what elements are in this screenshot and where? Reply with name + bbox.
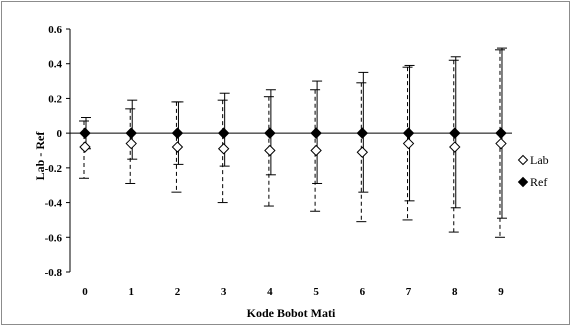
y-tick-label: 0.6 bbox=[48, 24, 62, 36]
point-ref bbox=[79, 127, 91, 139]
point-lab bbox=[310, 144, 322, 157]
markers-layer bbox=[79, 127, 507, 158]
point-ref bbox=[125, 127, 137, 139]
legend-label-ref: Ref bbox=[530, 175, 547, 189]
point-ref bbox=[356, 127, 369, 139]
x-tick-label: 7 bbox=[406, 286, 412, 298]
point-ref bbox=[449, 127, 461, 139]
x-tick-label: 5 bbox=[313, 286, 319, 298]
point-ref bbox=[264, 127, 276, 139]
x-ticks: 0 1 2 3 4 5 6 7 8 9 bbox=[82, 286, 504, 298]
point-lab bbox=[171, 141, 184, 153]
y-tick-label: -0.8 bbox=[45, 267, 63, 279]
x-tick-label: 3 bbox=[221, 286, 227, 298]
x-tick-label: 1 bbox=[128, 286, 134, 298]
y-tick-label: 0.2 bbox=[48, 93, 62, 105]
y-tick-label: -0.4 bbox=[45, 198, 63, 210]
point-ref bbox=[402, 127, 415, 139]
legend: Lab Ref bbox=[517, 153, 549, 189]
point-lab bbox=[449, 141, 461, 153]
y-tick-label: -0.6 bbox=[45, 232, 63, 244]
x-tick-label: 6 bbox=[360, 286, 366, 298]
point-lab bbox=[264, 144, 276, 157]
axes-layer bbox=[69, 29, 512, 272]
point-lab bbox=[495, 137, 507, 150]
x-axis-title: Kode Bobot Mati bbox=[247, 306, 336, 320]
y-axis-title: Lab - Ref bbox=[33, 131, 47, 181]
point-ref bbox=[217, 127, 230, 139]
point-ref bbox=[310, 127, 322, 139]
y-tick-label: 0 bbox=[57, 128, 63, 140]
x-tick-label: 0 bbox=[82, 286, 88, 298]
y-tick-label: -0.2 bbox=[45, 163, 63, 175]
error-bars-layer bbox=[79, 47, 507, 238]
y-tick-label: 0.4 bbox=[48, 59, 62, 71]
point-ref bbox=[171, 127, 184, 139]
legend-label-lab: Lab bbox=[530, 153, 549, 167]
point-lab bbox=[125, 137, 137, 150]
x-tick-label: 4 bbox=[267, 286, 273, 298]
point-lab bbox=[402, 137, 415, 150]
point-ref bbox=[495, 127, 507, 139]
x-tick-label: 8 bbox=[452, 286, 458, 298]
y-ticks: 0.6 0.4 0.2 0 -0.2 -0.4 -0.6 -0.8 bbox=[45, 24, 70, 279]
point-lab bbox=[217, 143, 230, 155]
legend-marker-ref bbox=[517, 176, 529, 188]
point-lab bbox=[79, 141, 91, 153]
x-tick-label: 2 bbox=[175, 286, 181, 298]
x-tick-label: 9 bbox=[498, 286, 504, 298]
legend-marker-lab bbox=[517, 154, 529, 166]
point-lab bbox=[356, 146, 369, 158]
